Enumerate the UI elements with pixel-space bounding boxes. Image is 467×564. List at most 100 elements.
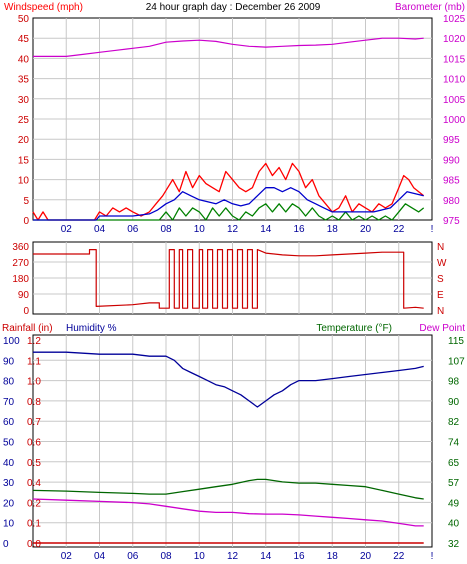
- direction-tick-label: 90: [18, 290, 30, 301]
- windspeed-tick-label: 40: [18, 54, 30, 65]
- rainfall-tick-label: 1.0: [27, 377, 41, 388]
- direction-tick-label: 270: [12, 258, 29, 269]
- series-lines: [32, 37, 425, 544]
- humidity-tick-label: 10: [3, 519, 15, 530]
- humidity-tick-label: 50: [3, 438, 15, 449]
- wind-direction-line: [33, 249, 424, 309]
- hour-tick-label: 14: [260, 551, 272, 559]
- windspeed-tick-label: 0: [23, 216, 29, 227]
- barometer-tick-label: 1025: [443, 14, 466, 25]
- barometer-tick-label: 1010: [443, 75, 466, 86]
- temperature-tick-label: 49: [448, 498, 460, 509]
- humidity-tick-label: 70: [3, 397, 15, 408]
- compass-tick-label: N: [437, 242, 444, 253]
- dewpoint-line: [32, 498, 424, 527]
- windspeed-tick-label: 50: [18, 14, 30, 25]
- rainfall-tick-label: 0.8: [27, 397, 41, 408]
- temperature-tick-label: 57: [448, 478, 460, 489]
- wind-average-line: [33, 187, 424, 221]
- barometer-tick-label: 1020: [443, 34, 466, 45]
- hour-tick-label: 06: [127, 551, 139, 559]
- temperature-tick-label: 65: [448, 458, 460, 469]
- hour-tick-label: 14: [260, 224, 272, 235]
- compass-tick-label: N: [437, 306, 444, 317]
- temperature-tick-label: 40: [448, 519, 460, 530]
- windspeed-tick-label: 10: [18, 176, 30, 187]
- rainfall-axis-label: Rainfall (in): [2, 323, 53, 334]
- windspeed-tick-label: 30: [18, 95, 30, 106]
- hour-tick-label: 06: [127, 224, 139, 235]
- hour-tick-label: 10: [194, 224, 206, 235]
- hour-tick-label: 22: [393, 224, 405, 235]
- gridlines: [33, 18, 432, 547]
- hour-tick-label: 22: [393, 551, 405, 559]
- temperature-axis-label: Temperature (°F): [316, 323, 392, 334]
- wind-gust-line: [32, 162, 425, 221]
- humidity-line: [33, 351, 424, 408]
- rainfall-tick-label: 0.1: [27, 519, 41, 530]
- barometer-tick-label: 1015: [443, 54, 466, 65]
- rainfall-tick-label: 0.6: [27, 438, 41, 449]
- temperature-tick-label: 32: [448, 539, 460, 550]
- hour-tick-label: 20: [360, 224, 372, 235]
- dewpoint-axis-label: Dew Point: [419, 323, 465, 334]
- temperature-tick-label: 90: [448, 397, 460, 408]
- rainfall-tick-label: 0.5: [27, 458, 41, 469]
- humidity-axis-label: Humidity %: [66, 323, 117, 334]
- humidity-tick-label: 30: [3, 478, 15, 489]
- humidity-tick-label: 60: [3, 417, 15, 428]
- wind-low-line: [33, 203, 425, 221]
- temperature-line: [32, 478, 424, 500]
- hour-tick-label: !: [431, 551, 434, 559]
- hour-tick-label: 10: [194, 551, 206, 559]
- rainfall-tick-label: 1.2: [27, 336, 41, 347]
- hour-tick-label: !: [431, 224, 434, 235]
- barometer-tick-label: 990: [443, 155, 460, 166]
- chart-title: 24 hour graph day : December 26 2009: [146, 2, 321, 13]
- temperature-tick-label: 98: [448, 377, 460, 388]
- humidity-tick-label: 100: [3, 336, 20, 347]
- hour-tick-label: 08: [160, 551, 172, 559]
- hour-tick-label: 02: [61, 551, 73, 559]
- barometer-tick-label: 995: [443, 135, 460, 146]
- rainfall-tick-label: 0.0: [27, 539, 41, 550]
- barometer-tick-label: 1000: [443, 115, 466, 126]
- humidity-tick-label: 80: [3, 377, 15, 388]
- rainfall-tick-label: 1.1: [27, 356, 41, 367]
- barometer-tick-label: 1005: [443, 95, 466, 106]
- barometer-axis-label: Barometer (mb): [395, 2, 465, 13]
- barometer-tick-label: 975: [443, 216, 460, 227]
- direction-tick-label: 0: [23, 306, 29, 317]
- rainfall-tick-label: 0.2: [27, 498, 41, 509]
- compass-tick-label: W: [437, 258, 447, 269]
- windspeed-tick-label: 15: [18, 155, 30, 166]
- temperature-tick-label: 115: [448, 336, 464, 347]
- direction-tick-label: 360: [12, 242, 29, 253]
- hour-tick-label: 16: [293, 224, 305, 235]
- hour-tick-label: 12: [227, 224, 239, 235]
- compass-tick-label: E: [437, 290, 444, 301]
- temperature-tick-label: 82: [448, 417, 460, 428]
- humidity-tick-label: 90: [3, 356, 15, 367]
- hour-tick-label: 16: [293, 551, 305, 559]
- hour-tick-label: 18: [327, 224, 339, 235]
- windspeed-tick-label: 5: [23, 196, 29, 207]
- barometer-tick-label: 985: [443, 176, 460, 187]
- hour-tick-label: 04: [94, 224, 106, 235]
- barometer-tick-label: 980: [443, 196, 460, 207]
- humidity-tick-label: 40: [3, 458, 15, 469]
- windspeed-tick-label: 35: [18, 75, 30, 86]
- temperature-tick-label: 107: [448, 356, 465, 367]
- hour-tick-label: 08: [160, 224, 172, 235]
- humidity-tick-label: 20: [3, 498, 15, 509]
- barometer-line: [33, 37, 424, 58]
- windspeed-axis-label: Windspeed (mph): [4, 2, 83, 13]
- hour-tick-label: 18: [327, 551, 339, 559]
- temperature-tick-label: 74: [448, 438, 460, 449]
- rainfall-tick-label: 0.7: [27, 417, 41, 428]
- direction-tick-label: 180: [12, 274, 29, 285]
- windspeed-tick-label: 20: [18, 135, 30, 146]
